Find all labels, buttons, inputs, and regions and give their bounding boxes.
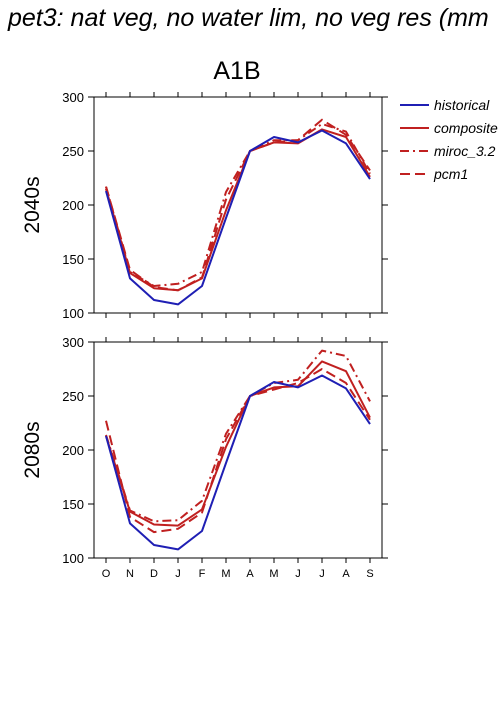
- x-tick-label: M: [269, 568, 278, 580]
- y-tick-label: 300: [62, 335, 84, 350]
- legend: historical composite miroc_3.2 pcm1: [400, 97, 498, 182]
- x-tick-label: J: [319, 568, 325, 580]
- series-line-composite: [105, 128, 371, 292]
- legend-label-miroc-3-2: miroc_3.2: [434, 143, 496, 159]
- plot-frame: [93, 341, 383, 559]
- y-tick-label: 300: [62, 90, 84, 105]
- panel-2080s: 100 150 200 250 300 O N D J F M A M J J A S 2080s: [21, 335, 388, 580]
- x-tick-label: J: [175, 568, 181, 580]
- legend-label-historical: historical: [434, 97, 490, 113]
- x-tick-label: O: [102, 568, 111, 580]
- panel-label: 2080s: [21, 421, 44, 478]
- x-tick-label: A: [342, 568, 350, 580]
- figure-title: pet3: nat veg, no water lim, no veg res …: [8, 4, 489, 32]
- y-tick-label: 200: [62, 198, 84, 213]
- y-tick-label: 250: [62, 144, 84, 159]
- series-line-pcm1: [105, 368, 371, 534]
- y-tick-label: 100: [62, 551, 84, 566]
- y-tick-label: 150: [62, 252, 84, 267]
- y-tick-label: 200: [62, 443, 84, 458]
- x-tick-label: J: [295, 568, 301, 580]
- panel-label: 2040s: [21, 176, 44, 233]
- plot-frame: [93, 96, 383, 314]
- panel-2040s: 100 150 200 250 300 2040s: [21, 90, 388, 321]
- y-tick-label: 150: [62, 497, 84, 512]
- x-tick-label: F: [199, 568, 206, 580]
- series-line-miroc-3-2: [105, 349, 371, 523]
- y-tick-label: 100: [62, 306, 84, 321]
- scenario-label: A1B: [213, 57, 260, 85]
- legend-label-pcm1: pcm1: [433, 166, 468, 182]
- x-tick-label: M: [221, 568, 230, 580]
- x-tick-label: D: [150, 568, 158, 580]
- series-line-miroc-3-2: [105, 123, 371, 287]
- x-tick-label: A: [246, 568, 254, 580]
- series-line-pcm1: [105, 118, 371, 292]
- series-line-historical: [105, 374, 371, 551]
- legend-label-composite: composite: [434, 120, 498, 136]
- series-line-composite: [105, 360, 371, 527]
- series-line-historical: [105, 129, 371, 306]
- x-tick-label: S: [366, 568, 373, 580]
- x-tick-label: N: [126, 568, 134, 580]
- y-tick-label: 250: [62, 389, 84, 404]
